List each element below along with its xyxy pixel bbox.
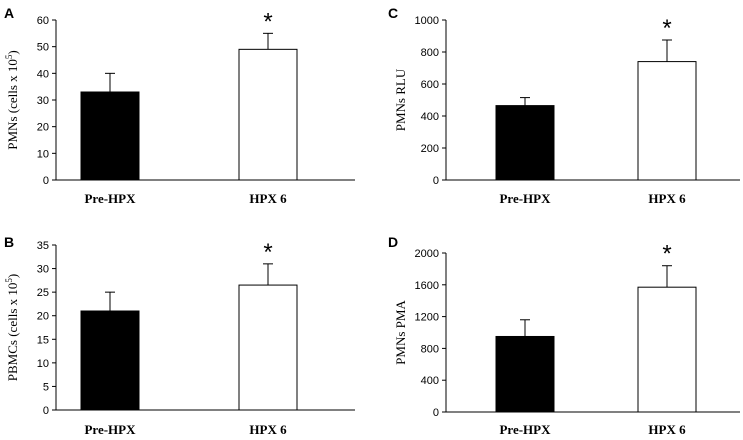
y-tick-label: 15 [37,334,49,346]
panel-d: D 0 400 800 1200 1600 2000 PMNs PMA Pre-HPX * HPX … [388,234,740,437]
y-tick-label: 50 [37,42,49,54]
bar-hpx-6 [637,286,697,413]
y-tick-label: 200 [421,143,439,155]
bar-pre-hpx [495,105,555,181]
y-tick-label: 0 [43,175,49,187]
y-tick-label: 30 [37,95,49,107]
y-tick-label: 20 [37,311,49,323]
category-label: HPX 6 [648,191,686,206]
y-tick-label: 20 [37,122,49,134]
y-axis-title: PMNs PMA [393,300,408,365]
y-tick-label: 2000 [415,248,439,260]
y-tick-label: 1200 [415,312,439,324]
y-tick-label: 600 [421,79,439,91]
significance-marker: * [263,239,272,266]
panel-letter: B [4,234,14,250]
category-label: Pre-HPX [499,422,551,437]
y-tick-label: 5 [43,381,49,393]
category-label: Pre-HPX [84,191,136,206]
y-axis-title-tail: ) [5,274,20,278]
significance-marker: * [662,15,671,42]
y-tick-label: 0 [433,175,439,187]
y-tick-label: 800 [421,343,439,355]
y-axis-title-main: PBMCs (cells x 10 [5,283,20,382]
y-tick-label: 400 [421,375,439,387]
y-axis-title-superscript: 5 [4,54,14,59]
y-tick-label: 10 [37,148,49,160]
y-axis-title-tail: ) [5,50,20,54]
panel-a: A 0 10 20 30 40 50 60 PMNs (cells x 105) Pre-HPX *… [4,5,355,206]
panel-letter: A [4,5,14,21]
y-axis-title: PBMCs (cells x 105) [4,274,20,381]
y-tick-label: 1000 [415,15,439,27]
y-axis-title-main: PMNs (cells x 10 [5,59,20,150]
bar-pre-hpx [80,91,140,181]
y-tick-label: 0 [43,405,49,417]
y-axis-title-main: PMNs PMA [393,300,408,365]
bar-hpx-6 [238,48,298,181]
y-tick-label: 1600 [415,280,439,292]
bar-hpx-6 [238,284,298,411]
significance-marker: * [662,241,671,268]
y-axis-title-main: PMNs RLU [393,68,408,131]
category-label: Pre-HPX [499,191,551,206]
panel-letter: C [388,5,398,21]
y-tick-label: 60 [37,15,49,27]
panel-letter: D [388,234,398,250]
category-label: HPX 6 [249,422,287,437]
bar-pre-hpx [80,310,140,411]
y-tick-label: 30 [37,264,49,276]
y-tick-label: 400 [421,111,439,123]
significance-marker: * [263,8,272,35]
category-label: HPX 6 [249,191,287,206]
bar-hpx-6 [637,61,697,181]
y-tick-label: 40 [37,68,49,80]
y-axis-title: PMNs (cells x 105) [4,50,20,149]
category-label: Pre-HPX [84,422,136,437]
y-tick-label: 35 [37,240,49,252]
y-tick-label: 800 [421,47,439,59]
y-tick-label: 0 [433,407,439,419]
category-label: HPX 6 [648,422,686,437]
y-tick-label: 10 [37,358,49,370]
panel-c: C 0 200 400 600 800 1000 PMNs RLU Pre-HPX * HPX 6 [388,5,740,206]
bar-pre-hpx [495,335,555,413]
y-axis-title-superscript: 5 [4,278,14,283]
y-tick-label: 25 [37,287,49,299]
y-axis-title: PMNs RLU [393,68,408,131]
